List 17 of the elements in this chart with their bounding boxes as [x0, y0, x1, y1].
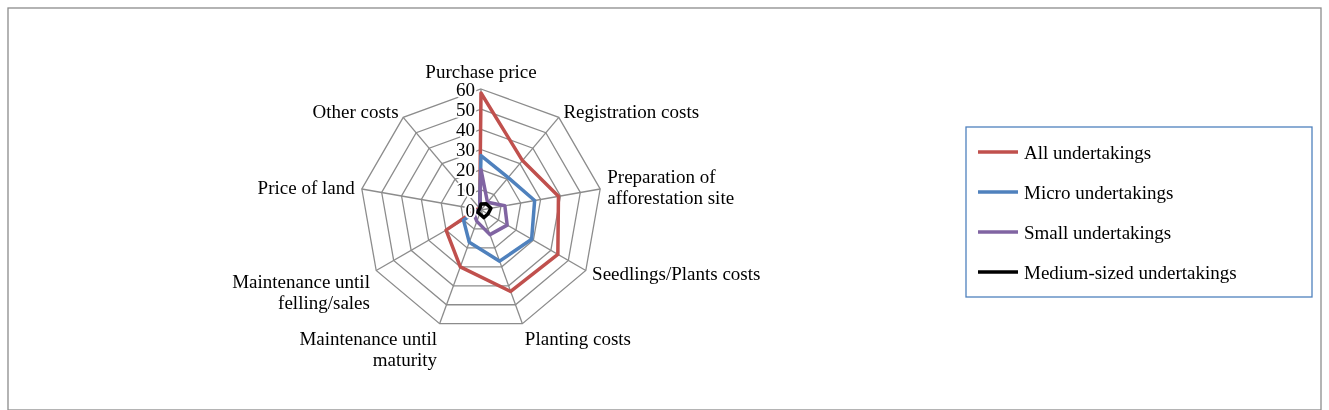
legend-label: Medium-sized undertakings — [1024, 261, 1237, 283]
spoke-label: Price of land — [257, 176, 356, 198]
legend-label: All undertakings — [1024, 141, 1152, 163]
spoke-label: Maintenance until maturity — [299, 327, 438, 370]
spoke-label: Registration costs — [563, 100, 700, 122]
y-tick-label: 10 — [456, 179, 475, 201]
y-tick-label: 30 — [456, 139, 475, 161]
legend-label: Micro undertakings — [1024, 181, 1174, 203]
y-tick-label: 20 — [456, 159, 475, 181]
spoke-label: Preparation of afforestation site — [607, 166, 735, 209]
spoke-label: Planting costs — [524, 327, 631, 349]
spoke-label: Maintenance until felling/sales — [232, 271, 370, 314]
spoke-label: Seedlings/Plants costs — [592, 263, 761, 285]
legend-label: Small undertakings — [1024, 221, 1172, 243]
spoke-label: Other costs — [312, 100, 399, 122]
y-tick-label: 50 — [456, 98, 475, 120]
y-tick-label: 40 — [456, 118, 475, 140]
